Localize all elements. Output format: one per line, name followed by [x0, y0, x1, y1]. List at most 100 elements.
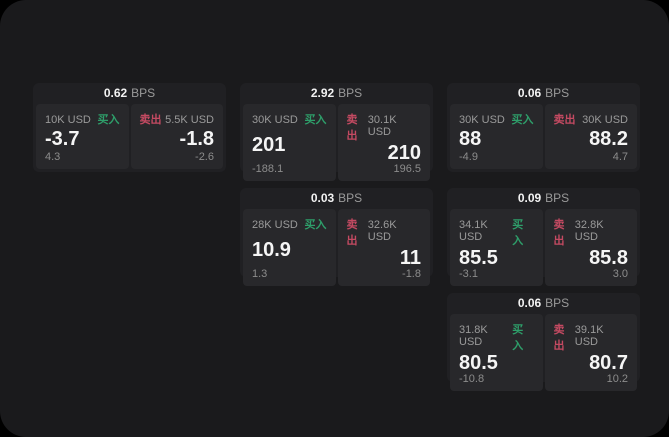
buy-size: 10K USD: [45, 114, 91, 126]
buy-delta: -188.1: [252, 163, 284, 175]
sell-size: 39.1K USD: [574, 324, 604, 348]
sell-size: 30.1K USD: [367, 114, 397, 138]
buy-delta: -3.1: [459, 268, 478, 280]
buy-panel[interactable]: 31.8K USD 买入 80.5 -10.8: [450, 314, 543, 391]
sell-panel-header: 卖出 5.5K USD: [140, 111, 215, 127]
sell-panel-header: 卖出 30K USD: [554, 111, 629, 127]
quote-card: 0.06 BPS 31.8K USD 买入 80.5 -10.8 卖出 39.1K…: [447, 293, 640, 391]
sell-size: 5.5K USD: [165, 114, 214, 126]
bps-value: 0.06: [517, 296, 542, 310]
bps-label: BPS: [131, 86, 156, 100]
buy-delta: -4.9: [459, 151, 478, 163]
sell-side-label: 卖出: [553, 324, 565, 352]
quote-card: 0.09 BPS 34.1K USD 买入 85.5 -3.1 卖出 32.8K …: [447, 188, 640, 286]
buy-price: 10.9: [252, 239, 291, 261]
cards-grid: 0.62 BPS 10K USD 买入 -3.7 4.3 卖出 5.5K USD …: [33, 83, 640, 391]
buy-size: 31.8K USD: [459, 324, 488, 348]
sell-delta: -1.8: [402, 268, 421, 280]
buy-panel-header: 34.1K USD 买入: [459, 216, 534, 248]
bps-header: 0.62 BPS: [36, 83, 223, 104]
buy-panel[interactable]: 28K USD 买入 10.9 1.3: [243, 209, 336, 286]
quote-panels: 10K USD 买入 -3.7 4.3 卖出 5.5K USD -1.8 -2.…: [36, 104, 223, 169]
bps-value: 0.03: [310, 191, 335, 205]
sell-side-label: 卖出: [553, 219, 565, 247]
sell-panel[interactable]: 卖出 32.6K USD 11 -1.8: [337, 209, 430, 286]
buy-size: 30K USD: [459, 114, 505, 126]
sell-panel-header: 卖出 30.1K USD: [347, 111, 422, 143]
buy-side-label: 买入: [97, 114, 120, 126]
bps-label: BPS: [338, 191, 363, 205]
bps-header: 0.09 BPS: [450, 188, 637, 209]
quote-card: 0.03 BPS 28K USD 买入 10.9 1.3 卖出 32.6K USD…: [240, 188, 433, 286]
sell-side-label: 卖出: [346, 219, 358, 247]
sell-price: 85.8: [589, 247, 628, 269]
quote-card: 0.06 BPS 30K USD 买入 88 -4.9 卖出 30K USD 88…: [447, 83, 640, 172]
sell-side-label: 卖出: [553, 114, 576, 126]
bps-header: 2.92 BPS: [243, 83, 430, 104]
sell-price: 11: [399, 247, 421, 269]
buy-price: 88: [459, 128, 482, 150]
bps-value: 0.06: [517, 86, 542, 100]
quote-panels: 31.8K USD 买入 80.5 -10.8 卖出 39.1K USD 80.…: [450, 314, 637, 391]
sell-delta: 196.5: [393, 163, 421, 175]
sell-panel-header: 卖出 39.1K USD: [554, 321, 629, 353]
buy-price: 85.5: [459, 247, 498, 269]
sell-side-label: 卖出: [346, 114, 358, 142]
bps-label: BPS: [545, 191, 570, 205]
bps-header: 0.03 BPS: [243, 188, 430, 209]
buy-side-label: 买入: [512, 219, 524, 247]
quote-panels: 30K USD 买入 88 -4.9 卖出 30K USD 88.2 4.7: [450, 104, 637, 169]
buy-side-label: 买入: [512, 324, 524, 352]
sell-price: 80.7: [589, 352, 628, 374]
buy-size: 28K USD: [252, 219, 298, 231]
sell-size: 32.6K USD: [367, 219, 397, 243]
sell-delta: 10.2: [606, 373, 628, 385]
bps-value: 0.09: [517, 191, 542, 205]
bps-value: 2.92: [310, 86, 335, 100]
bps-label: BPS: [338, 86, 363, 100]
quote-card: 0.62 BPS 10K USD 买入 -3.7 4.3 卖出 5.5K USD …: [33, 83, 226, 172]
sell-panel[interactable]: 卖出 32.8K USD 85.8 3.0: [544, 209, 637, 286]
sell-panel-header: 卖出 32.8K USD: [554, 216, 629, 248]
bps-label: BPS: [545, 86, 570, 100]
buy-panel-header: 30K USD 买入: [252, 111, 327, 127]
sell-price: 210: [387, 142, 421, 164]
buy-panel[interactable]: 10K USD 买入 -3.7 4.3: [36, 104, 129, 169]
buy-price: 201: [252, 134, 286, 156]
quote-panels: 28K USD 买入 10.9 1.3 卖出 32.6K USD 11 -1.8: [243, 209, 430, 286]
sell-delta: 4.7: [612, 151, 628, 163]
sell-size: 32.8K USD: [574, 219, 604, 243]
buy-side-label: 买入: [511, 114, 534, 126]
bps-header: 0.06 BPS: [450, 293, 637, 314]
sell-delta: -2.6: [195, 151, 214, 163]
sell-side-label: 卖出: [139, 114, 162, 126]
sell-panel[interactable]: 卖出 39.1K USD 80.7 10.2: [544, 314, 637, 391]
buy-panel-header: 31.8K USD 买入: [459, 321, 534, 353]
bps-header: 0.06 BPS: [450, 83, 637, 104]
buy-size: 34.1K USD: [459, 219, 488, 243]
buy-delta: -10.8: [459, 373, 485, 385]
quote-card: 2.92 BPS 30K USD 买入 201 -188.1 卖出 30.1K U…: [240, 83, 433, 181]
sell-panel[interactable]: 卖出 30.1K USD 210 196.5: [337, 104, 430, 181]
buy-price: 80.5: [459, 352, 498, 374]
bps-value: 0.62: [103, 86, 128, 100]
buy-panel[interactable]: 34.1K USD 买入 85.5 -3.1: [450, 209, 543, 286]
sell-panel[interactable]: 卖出 5.5K USD -1.8 -2.6: [130, 104, 223, 169]
buy-panel-header: 10K USD 买入: [45, 111, 120, 127]
buy-panel-header: 30K USD 买入: [459, 111, 534, 127]
buy-panel[interactable]: 30K USD 买入 201 -188.1: [243, 104, 336, 181]
buy-delta: 4.3: [45, 151, 61, 163]
buy-size: 30K USD: [252, 114, 298, 126]
buy-panel[interactable]: 30K USD 买入 88 -4.9: [450, 104, 543, 169]
sell-delta: 3.0: [612, 268, 628, 280]
buy-side-label: 买入: [304, 219, 327, 231]
sell-price: 88.2: [589, 128, 628, 150]
sell-panel-header: 卖出 32.6K USD: [347, 216, 422, 248]
quote-panels: 34.1K USD 买入 85.5 -3.1 卖出 32.8K USD 85.8…: [450, 209, 637, 286]
buy-panel-header: 28K USD 买入: [252, 216, 327, 232]
sell-panel[interactable]: 卖出 30K USD 88.2 4.7: [544, 104, 637, 169]
buy-side-label: 买入: [304, 114, 327, 126]
sell-size: 30K USD: [582, 114, 628, 126]
sell-price: -1.8: [179, 128, 214, 150]
